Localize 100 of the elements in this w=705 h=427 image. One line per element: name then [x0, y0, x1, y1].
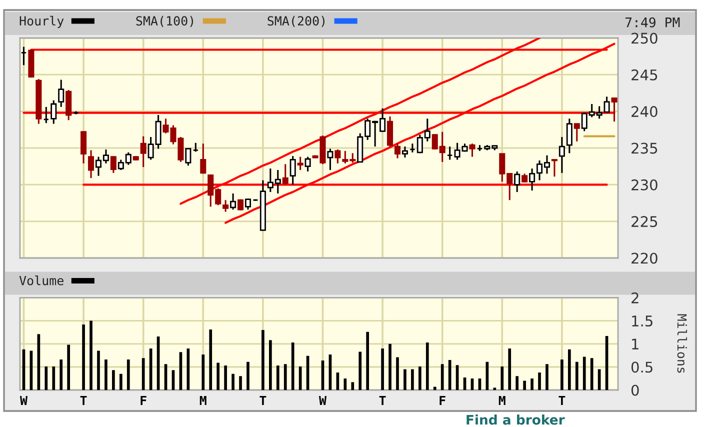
- bar: [67, 344, 70, 390]
- bar: [276, 366, 280, 390]
- bar: [44, 366, 48, 390]
- bar: [426, 342, 429, 390]
- candlestick: [185, 147, 192, 166]
- candlestick: [297, 156, 304, 171]
- bar: [568, 349, 571, 390]
- bar: [411, 369, 414, 390]
- text: Find a broker: [466, 414, 565, 425]
- y-tick-label: 1.5: [632, 316, 652, 327]
- bar: [500, 366, 504, 390]
- candlestick: [244, 198, 251, 210]
- bar: [104, 360, 108, 390]
- bar: [284, 364, 287, 390]
- x-tick-label: T: [558, 396, 566, 406]
- candlestick: [446, 146, 453, 160]
- bar: [366, 332, 370, 390]
- bar: [216, 362, 220, 390]
- candlestick: [327, 148, 334, 171]
- bar: [440, 364, 444, 390]
- candlestick: [230, 192, 236, 210]
- candlestick: [514, 170, 520, 193]
- candlestick: [402, 146, 408, 158]
- candlestick: [611, 97, 618, 122]
- candlestick: [334, 148, 341, 164]
- bar: [538, 372, 541, 390]
- candlestick: [58, 79, 64, 108]
- y-tick-label: 235: [632, 142, 658, 154]
- candlestick: [574, 123, 580, 142]
- bar: [530, 378, 534, 390]
- bar: [381, 348, 384, 390]
- candlestick: [282, 163, 288, 186]
- bar: [52, 366, 56, 390]
- legend-label: Hourly: [20, 16, 64, 28]
- y-tick-label: 2: [632, 292, 638, 304]
- bar: [523, 380, 526, 390]
- y-tick-label: 240: [632, 106, 658, 118]
- bar: [433, 386, 436, 390]
- bar: [232, 374, 234, 390]
- text: 7:49 PM: [625, 17, 680, 28]
- x-tick-label: M: [200, 396, 206, 406]
- bar: [546, 364, 548, 390]
- bar: [239, 376, 242, 390]
- x-tick-label: M: [498, 396, 506, 406]
- bar: [209, 330, 212, 390]
- bar: [112, 370, 115, 390]
- x-tick-label: T: [379, 396, 386, 406]
- bar: [396, 357, 399, 390]
- bar: [418, 366, 422, 390]
- y-tick-label: 225: [632, 216, 658, 228]
- y-tick-label: 0.5: [631, 362, 652, 373]
- legend-label: SMA(200): [268, 16, 324, 28]
- bar: [582, 356, 586, 390]
- bar: [508, 348, 512, 390]
- y-tick-label: 220: [632, 252, 658, 264]
- bar: [590, 358, 594, 390]
- bar: [82, 324, 85, 390]
- x-tick-label: W: [20, 396, 28, 406]
- candlestick: [80, 130, 87, 164]
- y-tick-label: 250: [632, 32, 658, 44]
- candlestick: [140, 136, 146, 168]
- candlestick: [304, 156, 311, 172]
- bar: [97, 350, 100, 390]
- x-tick-label: F: [440, 396, 446, 406]
- bar: [126, 360, 130, 390]
- bar: [142, 358, 145, 390]
- candlestick: [394, 142, 400, 160]
- y-tick-label: 1: [632, 338, 638, 350]
- bar: [358, 352, 362, 390]
- bar: [388, 344, 392, 390]
- candlestick: [200, 142, 206, 174]
- candlestick: [43, 106, 50, 124]
- bar: [246, 362, 250, 390]
- bar: [516, 376, 519, 390]
- y-tick-label: 230: [632, 179, 658, 190]
- bar: [268, 340, 272, 390]
- candlestick: [88, 149, 94, 179]
- x-tick-label: W: [318, 396, 326, 406]
- x-tick-label: T: [80, 396, 87, 406]
- candlestick: [20, 46, 27, 66]
- candlestick: [566, 118, 572, 154]
- y-axis-title: Millions: [677, 314, 688, 373]
- x-tick-label: F: [140, 396, 146, 406]
- legend-label: SMA(100): [136, 16, 194, 28]
- candlestick: [66, 89, 72, 121]
- bar: [224, 366, 227, 390]
- x-tick-label: T: [260, 396, 266, 406]
- bar: [560, 360, 564, 390]
- bar: [291, 342, 294, 390]
- candlestick: [469, 142, 476, 158]
- bar: [575, 362, 578, 390]
- candlestick: [110, 155, 116, 174]
- y-tick-label: 245: [632, 69, 658, 80]
- bar: [262, 330, 264, 390]
- bar: [90, 320, 92, 390]
- y-tick-label: 0: [631, 384, 639, 396]
- bar: [351, 382, 354, 390]
- candlestick: [551, 158, 558, 178]
- bar: [344, 378, 347, 390]
- candlestick: [222, 199, 229, 213]
